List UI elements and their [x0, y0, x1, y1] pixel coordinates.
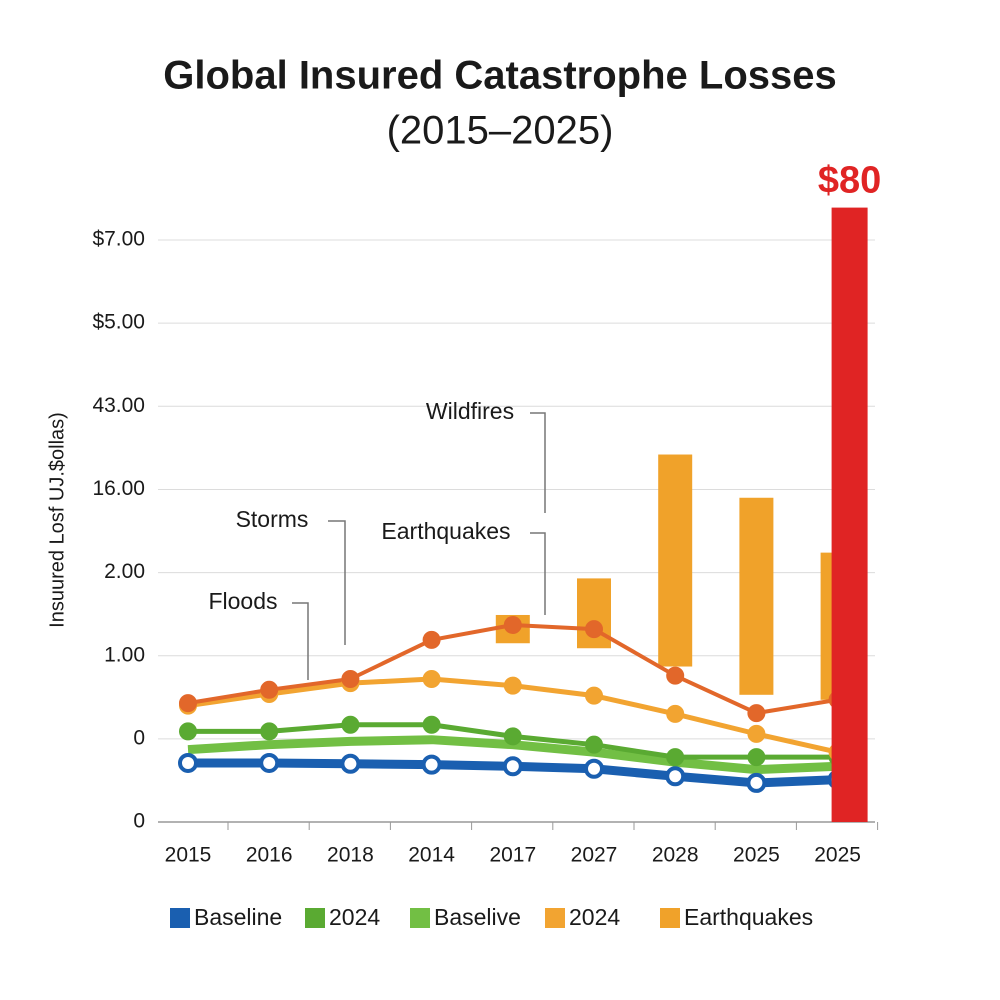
- x-tick-label: 2025: [814, 844, 861, 867]
- point: [503, 615, 522, 634]
- x-tick-label: 2028: [652, 844, 699, 867]
- x-tick-label: 2014: [408, 844, 455, 867]
- x-tick-label: 2027: [571, 844, 618, 867]
- x-tick-label: 2016: [246, 844, 293, 867]
- point: [502, 756, 523, 777]
- point: [179, 694, 197, 713]
- legend-swatch: [410, 908, 430, 928]
- annotation: Storms: [236, 506, 309, 532]
- y-tick-label: $7.00: [92, 228, 145, 251]
- point: [666, 704, 685, 723]
- chart-title: Global Insured Catastrophe Losses: [163, 54, 837, 98]
- highlight-bar: [831, 207, 868, 822]
- point: [746, 772, 767, 793]
- x-tick-label: 2015: [165, 844, 212, 867]
- legend-label: 2024: [569, 904, 620, 930]
- y-tick-label: 1.00: [104, 643, 145, 666]
- point: [747, 724, 766, 743]
- legend-swatch: [545, 908, 565, 928]
- point: [341, 715, 360, 734]
- point: [585, 620, 603, 639]
- highlight-label: $80: [818, 160, 881, 202]
- point: [666, 748, 685, 767]
- point: [422, 630, 441, 649]
- x-tick-label: 2025: [733, 844, 780, 867]
- point: [422, 669, 441, 688]
- point: [178, 752, 198, 773]
- point: [341, 669, 360, 688]
- y-tick-label: $5.00: [92, 311, 145, 334]
- y-tick-label: 0: [133, 726, 145, 749]
- y-tick-label: 0: [133, 810, 145, 833]
- legend-swatch: [305, 908, 325, 928]
- y-axis-label: Insuured Losf UJ.$ollas): [46, 412, 68, 628]
- legend-label: Baselive: [434, 904, 521, 930]
- x-tick-label: 2018: [327, 844, 374, 867]
- legend-label: Earthquakes: [684, 904, 813, 930]
- annotation: Wildfires: [426, 398, 514, 424]
- leader-line: [292, 602, 309, 680]
- point: [665, 766, 686, 787]
- y-tick-label: 16.00: [92, 477, 145, 500]
- chart-title: (2015–2025): [387, 109, 614, 153]
- legend-swatch: [170, 908, 190, 928]
- point: [666, 666, 685, 685]
- point: [260, 680, 279, 699]
- point: [503, 676, 522, 695]
- annotation: Floods: [208, 588, 277, 614]
- point: [179, 722, 197, 741]
- range-bar: [739, 497, 774, 695]
- annotation: Earthquakes: [381, 518, 510, 544]
- y-tick-label: 2.00: [104, 560, 145, 583]
- point: [747, 748, 766, 767]
- point: [422, 715, 441, 734]
- point: [259, 752, 280, 773]
- point: [340, 753, 361, 774]
- point: [260, 722, 279, 741]
- point: [585, 686, 603, 705]
- point: [584, 758, 604, 779]
- leader-line: [530, 532, 546, 615]
- y-tick-label: 43.00: [92, 394, 145, 417]
- legend-swatch: [660, 908, 680, 928]
- legend-label: 2024: [329, 904, 380, 930]
- range-bar: [658, 454, 693, 667]
- x-tick-label: 2017: [489, 844, 536, 867]
- point: [503, 727, 522, 746]
- point: [421, 754, 442, 775]
- point: [585, 735, 603, 754]
- leader-line: [328, 520, 346, 645]
- point: [747, 704, 766, 723]
- legend-label: Baseline: [194, 904, 282, 930]
- leader-line: [530, 412, 546, 513]
